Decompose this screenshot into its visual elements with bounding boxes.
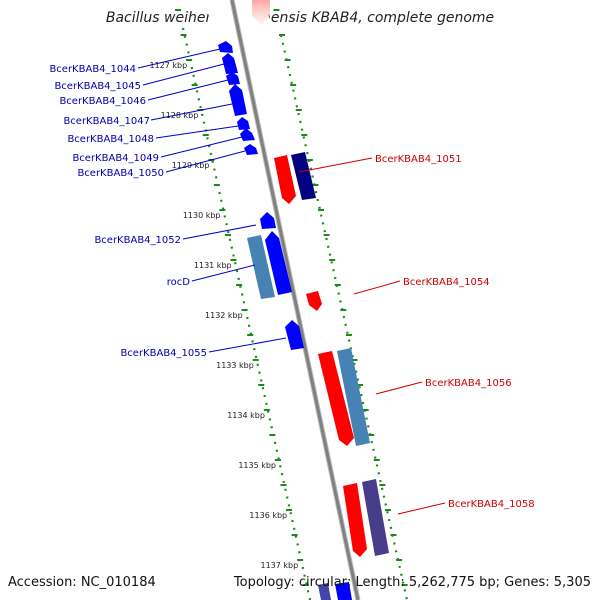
gene-bcerkbab4-1046[interactable] bbox=[226, 72, 240, 85]
gene-bcerkbab4-1054[interactable] bbox=[306, 291, 322, 311]
gene-bcerkbab4-1048[interactable] bbox=[237, 117, 250, 130]
gene-bcerkbab4-1058-partner[interactable] bbox=[362, 479, 389, 556]
gene-bcerkbab4-1044[interactable] bbox=[218, 41, 233, 53]
label-bcerkbab4-1058[interactable]: BcerKBAB4_1058 bbox=[448, 499, 535, 510]
scale-dotted-left bbox=[181, 27, 312, 600]
backbone-line bbox=[230, 0, 360, 600]
label-rocd[interactable]: rocD bbox=[167, 277, 191, 288]
scale-label: 1135 kbp bbox=[238, 461, 276, 470]
label-bcerkbab4-1052[interactable]: BcerKBAB4_1052 bbox=[94, 235, 181, 246]
scale-label: 1134 kbp bbox=[227, 411, 265, 420]
gene-bcerkbab4-1051[interactable] bbox=[274, 155, 296, 204]
forward-strand-genes bbox=[274, 152, 389, 557]
label-connectors bbox=[137, 48, 446, 515]
scale-label: 1130 kbp bbox=[183, 211, 221, 220]
scale-label: 1131 kbp bbox=[194, 261, 232, 270]
label-bcerkbab4-1054[interactable]: BcerKBAB4_1054 bbox=[403, 277, 490, 288]
gene-bcerkbab4-1047[interactable] bbox=[229, 84, 247, 116]
label-bcerkbab4-1046[interactable]: BcerKBAB4_1046 bbox=[59, 96, 146, 107]
label-bcerkbab4-1055[interactable]: BcerKBAB4_1055 bbox=[120, 348, 207, 359]
gene-bcerkbab4-1056-partner[interactable] bbox=[337, 348, 370, 446]
gene-bcerkbab4-1045[interactable] bbox=[222, 53, 238, 74]
scale-label: 1136 kbp bbox=[249, 511, 287, 520]
label-bcerkbab4-1050[interactable]: BcerKBAB4_1050 bbox=[77, 168, 164, 179]
label-bcerkbab4-1049[interactable]: BcerKBAB4_1049 bbox=[72, 153, 159, 164]
scale-label: 1137 kbp bbox=[261, 561, 299, 570]
scale-dotted-right bbox=[279, 34, 409, 600]
gene-bcerkbab4-1052[interactable] bbox=[260, 212, 276, 229]
label-bcerkbab4-1045[interactable]: BcerKBAB4_1045 bbox=[54, 81, 141, 92]
scale-label: 1132 kbp bbox=[205, 311, 243, 320]
scale-label: 1128 kbp bbox=[161, 111, 199, 120]
gene-bcerkbab4-1055[interactable] bbox=[285, 320, 304, 350]
label-bcerkbab4-1044[interactable]: BcerKBAB4_1044 bbox=[49, 64, 136, 75]
gene-bottom-blue[interactable] bbox=[318, 583, 331, 600]
scale-label: 1133 kbp bbox=[216, 361, 254, 370]
gene-bottom-blue-2[interactable] bbox=[335, 582, 352, 600]
label-bcerkbab4-1051[interactable]: BcerKBAB4_1051 bbox=[375, 154, 462, 165]
label-bcerkbab4-1048[interactable]: BcerKBAB4_1048 bbox=[67, 134, 154, 145]
faded-gene-top bbox=[252, 0, 270, 25]
gene-bcerkbab4-1056[interactable] bbox=[318, 351, 354, 446]
gene-bcerkbab4-1051-partner[interactable] bbox=[291, 152, 316, 200]
gene-bcerkbab4-1049[interactable] bbox=[240, 128, 255, 141]
label-bcerkbab4-1056[interactable]: BcerKBAB4_1056 bbox=[425, 378, 512, 389]
accession-text: Accession: NC_010184 bbox=[8, 575, 156, 590]
gene-rocd[interactable] bbox=[247, 235, 275, 299]
map-title: Bacillus weihenstephanensis KBAB4, compl… bbox=[105, 10, 495, 26]
genome-summary-text: Topology: circular; Length: 5,262,775 bp… bbox=[233, 575, 591, 590]
reverse-strand-genes bbox=[218, 41, 352, 600]
gene-bcerkbab4-1058[interactable] bbox=[343, 483, 367, 557]
gene-rocd-partner[interactable] bbox=[265, 231, 292, 295]
label-bcerkbab4-1047[interactable]: BcerKBAB4_1047 bbox=[63, 116, 150, 127]
scale-label: 1127 kbp bbox=[150, 61, 188, 70]
gene-bcerkbab4-1050[interactable] bbox=[244, 144, 258, 155]
gene-labels: BcerKBAB4_1044 BcerKBAB4_1045 BcerKBAB4_… bbox=[49, 64, 534, 510]
